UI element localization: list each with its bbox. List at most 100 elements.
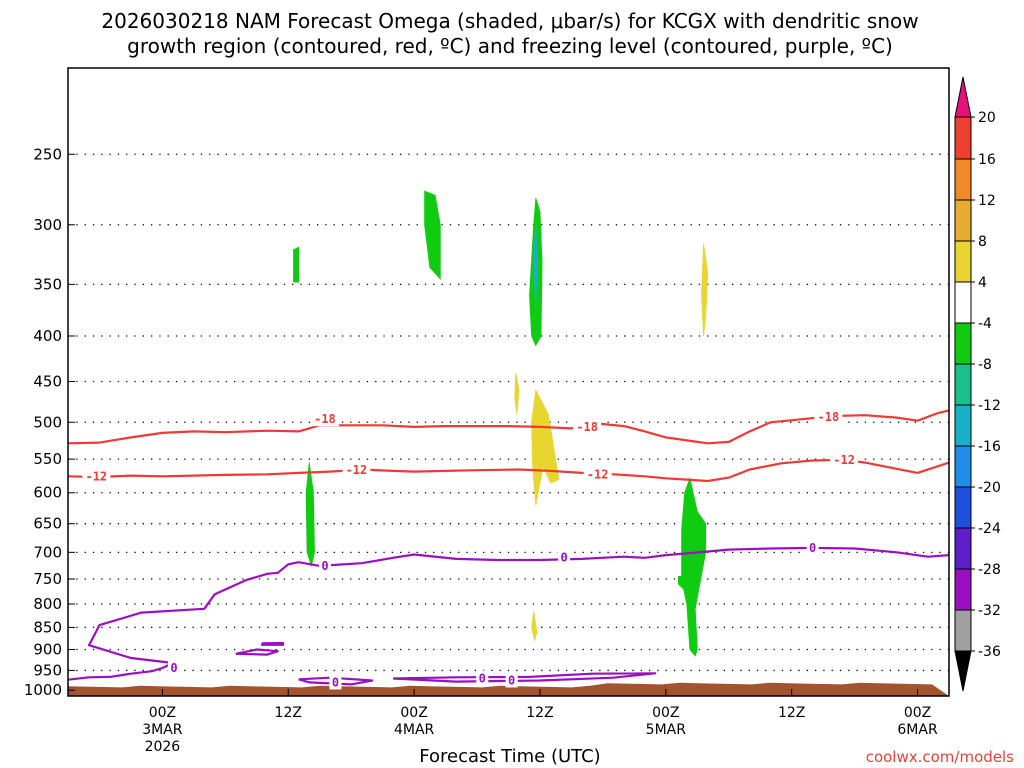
contour-label-12-c: -12 bbox=[587, 467, 609, 481]
y-tick-label-500: 500 bbox=[33, 413, 62, 431]
colorbar-label-8: -16 bbox=[978, 439, 1001, 455]
freezing-label-b: 0 bbox=[321, 559, 328, 573]
y-tick-label-400: 400 bbox=[33, 327, 62, 345]
freezing-label-e: 0 bbox=[479, 671, 486, 685]
x-tick-label-72: 00Z bbox=[904, 705, 931, 721]
contour-label-12-d-bg bbox=[830, 451, 859, 467]
omega-region-4 bbox=[701, 243, 709, 337]
colorbar-label-11: -28 bbox=[978, 562, 1001, 578]
contour-label-18-c-bg bbox=[814, 408, 843, 424]
freezing-label-c: 0 bbox=[560, 550, 567, 564]
x-tick-label-36: 12Z bbox=[526, 705, 553, 721]
chart-title-line-1: 2026030218 NAM Forecast Omega (shaded, μ… bbox=[101, 9, 918, 33]
colorbar-swatch-5 bbox=[954, 322, 972, 365]
colorbar-label-3: 8 bbox=[978, 234, 987, 250]
colorbar-label-1: 16 bbox=[978, 152, 996, 168]
y-tick-label-950: 950 bbox=[33, 661, 62, 679]
colorbar-swatch-10 bbox=[954, 527, 972, 570]
colorbar-label-6: -8 bbox=[978, 357, 992, 373]
x-tick-year-0: 2026 bbox=[145, 739, 181, 755]
freezing-label-c-bg bbox=[558, 549, 571, 565]
contour-labels: -18 -18 -18 -12 -12 -12 -12 0 0 0 0 0 0 0 bbox=[82, 408, 859, 690]
colorbar-label-10: -24 bbox=[978, 521, 1001, 537]
omega-region-0 bbox=[293, 246, 300, 283]
y-tick-label-300: 300 bbox=[33, 216, 62, 234]
colorbar-swatch-11 bbox=[954, 568, 972, 611]
x-tick-date-24: 4MAR bbox=[394, 722, 435, 738]
gridlines bbox=[68, 153, 949, 672]
freezing-label-e-bg bbox=[476, 670, 489, 686]
colorbar-bottom-arrow bbox=[954, 650, 972, 692]
colorbar-swatch-3 bbox=[954, 240, 972, 283]
x-tick-label-60: 12Z bbox=[778, 705, 805, 721]
y-tick-label-450: 450 bbox=[33, 373, 62, 391]
contour-label-12-b-bg bbox=[342, 462, 371, 478]
colorbar-label-12: -32 bbox=[978, 603, 1001, 619]
contour-label-12-c-bg bbox=[583, 466, 612, 482]
omega-region-8 bbox=[305, 462, 315, 568]
freezing-label-f-bg bbox=[329, 674, 342, 690]
colorbar-label-5: -4 bbox=[978, 316, 992, 332]
colorbar-swatch-6 bbox=[954, 363, 972, 406]
colorbar-swatch-2 bbox=[954, 199, 972, 242]
omega-region-6 bbox=[531, 388, 560, 506]
contour-label-18-a-bg bbox=[310, 411, 339, 427]
contour-0c-island-c bbox=[298, 676, 374, 686]
y-tick-label-850: 850 bbox=[33, 618, 62, 636]
y-tick-label-650: 650 bbox=[33, 515, 62, 533]
contour-label-12-a: -12 bbox=[85, 469, 107, 483]
colorbar: 20 16 12 8 4 -4 -8 -12 -16 -20 -24 -28 -32 -36 bbox=[954, 76, 1001, 692]
contour-label-12-d: -12 bbox=[833, 453, 855, 467]
y-tick-label-600: 600 bbox=[33, 484, 62, 502]
freezing-label-a-bg bbox=[167, 659, 180, 675]
plot-area: -18 -18 -18 -12 -12 -12 -12 0 0 0 0 0 0 0 bbox=[67, 67, 950, 697]
x-tick-label-24: 00Z bbox=[400, 705, 427, 721]
colorbar-label-4: 4 bbox=[978, 275, 987, 291]
contour-0c-island-a bbox=[235, 648, 279, 656]
omega-shading bbox=[293, 190, 709, 657]
colorbar-swatch-8 bbox=[954, 445, 972, 488]
colorbar-label-7: -12 bbox=[978, 398, 1001, 414]
omega-region-5 bbox=[514, 372, 520, 415]
x-tick-date-72: 6MAR bbox=[897, 722, 938, 738]
chart-title-line-2: growth region (contoured, red, ºC) and f… bbox=[127, 34, 893, 58]
x-tick-label-0: 00Z bbox=[149, 705, 176, 721]
y-tick-label-750: 750 bbox=[33, 570, 62, 588]
x-tick-date-0: 3MAR bbox=[142, 722, 183, 738]
colorbar-swatch-9 bbox=[954, 486, 972, 529]
freezing-label-f: 0 bbox=[332, 675, 339, 689]
credit-text: coolwx.com/models bbox=[866, 748, 1014, 766]
y-tick-label-800: 800 bbox=[33, 595, 62, 613]
y-tick-label-350: 350 bbox=[33, 275, 62, 293]
contour-label-18-b: -18 bbox=[576, 420, 598, 434]
freezing-label-a: 0 bbox=[170, 661, 177, 675]
x-axis-label: Forecast Time (UTC) bbox=[419, 746, 600, 767]
freezing-label-d-bg bbox=[806, 539, 819, 555]
omega-region-7 bbox=[531, 611, 538, 641]
colorbar-label-9: -20 bbox=[978, 480, 1001, 496]
colorbar-label-2: 12 bbox=[978, 193, 996, 209]
contour-label-12-b: -12 bbox=[346, 463, 368, 477]
y-tick-label-250: 250 bbox=[33, 145, 62, 163]
freezing-label-d: 0 bbox=[809, 541, 816, 555]
freezing-label-b-bg bbox=[318, 557, 331, 573]
y-tick-label-900: 900 bbox=[33, 641, 62, 659]
y-tick-label-550: 550 bbox=[33, 450, 62, 468]
x-tick-label-48: 00Z bbox=[652, 705, 679, 721]
colorbar-swatch-7 bbox=[954, 404, 972, 447]
omega-region-3 bbox=[533, 224, 539, 306]
colorbar-label-0: 20 bbox=[978, 110, 996, 126]
x-tick-label-12: 12Z bbox=[275, 705, 302, 721]
contour-label-18-b-bg bbox=[573, 418, 602, 434]
colorbar-label-13: -36 bbox=[978, 644, 1001, 660]
colorbar-swatch-0 bbox=[954, 116, 972, 160]
contour-label-12-a-bg bbox=[82, 468, 111, 484]
colorbar-swatch-1 bbox=[954, 158, 972, 201]
x-tick-date-48: 5MAR bbox=[646, 722, 687, 738]
y-tick-label-1000: 1000 bbox=[24, 681, 62, 699]
freezing-label-g-bg bbox=[505, 672, 518, 688]
colorbar-top-arrow bbox=[954, 76, 972, 118]
y-axis: 250 300 350 400 450 500 550 600 650 700 750 800 850 9… bbox=[24, 145, 75, 699]
